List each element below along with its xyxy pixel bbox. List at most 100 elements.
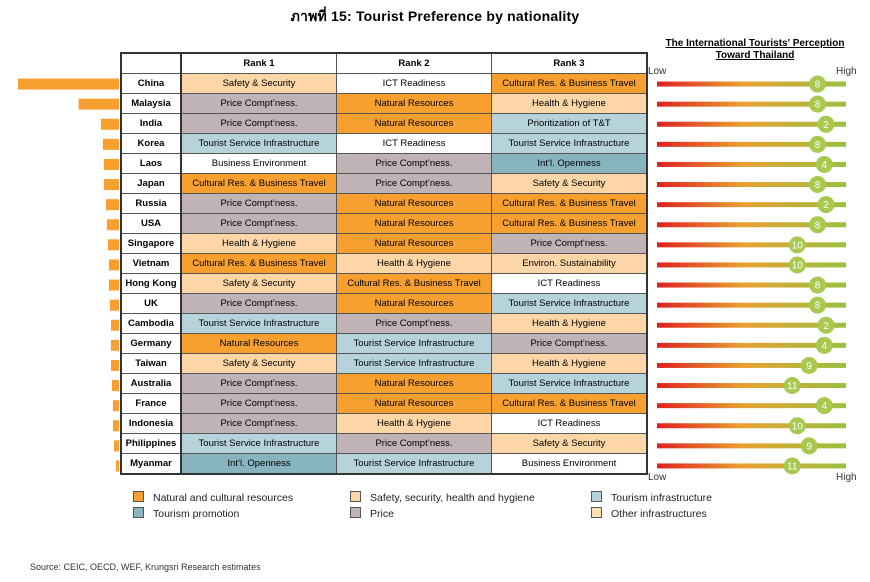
country-cell: Cambodia [120, 313, 182, 334]
perception-rank-label: 2 [823, 321, 829, 332]
country-cell: UK [120, 293, 182, 314]
perception-high-label-bottom: High [836, 472, 857, 483]
table-row: Myanmar Int’l. Openness Tourist Service In… [120, 453, 648, 475]
table-header-row: Rank 1 Rank 2 Rank 3 [120, 52, 648, 74]
perception-marker [800, 437, 818, 455]
legend-swatch [133, 491, 144, 502]
table-row: Hong Kong Safety & Security Cultural Res. … [120, 273, 648, 294]
legend-label: Tourism infrastructure [611, 492, 712, 504]
perception-marker [800, 356, 818, 374]
rank-3-cell: Cultural Res. & Business Travel [491, 213, 648, 234]
rank-2-cell: Price Compt’ness. [336, 433, 492, 454]
legend-label: Tourism promotion [153, 508, 240, 520]
rank-2-cell: Natural Resources [336, 233, 492, 254]
rank-2-cell: Natural Resources [336, 193, 492, 214]
table-row: India Price Compt’ness. Natural Resources P… [120, 113, 648, 134]
rank-2-cell: Price Compt’ness. [336, 313, 492, 334]
perception-marker [809, 95, 827, 113]
rank-3-cell: Int’l. Openness [491, 153, 648, 174]
perception-marker [815, 397, 833, 415]
table-row: Germany Natural Resources Tourist Service … [120, 333, 648, 354]
legend-item-infrastructure: Tourism infrastructure [591, 491, 712, 504]
perception-marker [809, 296, 827, 314]
perception-marker [815, 155, 833, 173]
header-rank-2: Rank 2 [336, 52, 492, 74]
rank-3-cell: Safety & Security [491, 173, 648, 194]
perception-marker [809, 135, 827, 153]
rank-3-cell: Safety & Security [491, 433, 648, 454]
rank-3-cell: Health & Hygiene [491, 93, 648, 114]
perception-line [657, 423, 846, 429]
rank-2-cell: Natural Resources [336, 393, 492, 414]
rank-1-cell: Price Compt’ness. [180, 93, 337, 114]
table-row: Indonesia Price Compt’ness. Health & Hygie… [120, 413, 648, 434]
rank-1-cell: Int’l. Openness [180, 453, 337, 475]
tourist-share-bar [102, 138, 119, 150]
perception-line [657, 463, 846, 469]
rank-1-cell: Tourist Service Infrastructure [180, 433, 337, 454]
tourist-share-bar [103, 179, 119, 191]
rank-2-cell: Health & Hygiene [336, 413, 492, 434]
perception-rank-label: 11 [787, 461, 798, 472]
perception-marker [809, 176, 827, 194]
tourist-share-bar [18, 78, 119, 90]
rank-1-cell: Natural Resources [180, 333, 337, 354]
tourist-share-bar [105, 199, 119, 211]
legend-swatch [591, 507, 602, 518]
country-cell: India [120, 113, 182, 134]
tourist-share-bar [112, 400, 119, 412]
rank-3-cell: Business Environment [491, 453, 648, 475]
country-cell: Philippines [120, 433, 182, 454]
perception-marker [788, 256, 806, 274]
perception-rank-label: 2 [823, 200, 829, 211]
tourist-share-bar [112, 420, 119, 432]
header-blank [120, 52, 182, 74]
rank-3-cell: Cultural Res. & Business Travel [491, 193, 648, 214]
perception-rank-label: 8 [815, 281, 821, 292]
tourist-share-bar [106, 219, 119, 231]
rank-3-cell: Health & Hygiene [491, 313, 648, 334]
rank-2-cell: Price Compt’ness. [336, 173, 492, 194]
perception-marker [783, 377, 801, 395]
perception-rank-label: 8 [815, 180, 821, 191]
table-row: Taiwan Safety & Security Tourist Service I… [120, 353, 648, 374]
rank-1-cell: Price Compt’ness. [180, 213, 337, 234]
rank-3-cell: Price Compt’ness. [491, 333, 648, 354]
perception-line [657, 322, 846, 328]
rank-1-cell: Safety & Security [180, 353, 337, 374]
perception-rank-label: 8 [815, 301, 821, 312]
country-cell: Malaysia [120, 93, 182, 114]
perception-rank-label: 8 [815, 80, 821, 91]
legend-swatch [350, 507, 361, 518]
perception-rank-label: 11 [787, 381, 798, 392]
rank-2-cell: Natural Resources [336, 113, 492, 134]
perception-line [657, 182, 846, 188]
tourist-share-bar [108, 279, 119, 291]
legend-label: Other infrastructures [611, 508, 707, 520]
tourist-share-bar [100, 118, 119, 130]
tourist-share-bar [107, 239, 119, 251]
country-cell: USA [120, 213, 182, 234]
rank-3-cell: Price Compt’ness. [491, 233, 648, 254]
rank-2-cell: Price Compt’ness. [336, 153, 492, 174]
perception-marker [817, 115, 835, 133]
chart-title: ภาพที่ 15: Tourist Preference by nationa… [290, 8, 580, 24]
perception-line [657, 443, 846, 449]
rank-2-cell: Natural Resources [336, 293, 492, 314]
preference-table: Rank 1 Rank 2 Rank 3 China Safety & Secur… [120, 52, 648, 475]
rank-1-cell: Cultural Res. & Business Travel [180, 253, 337, 274]
perception-rank-label: 10 [792, 240, 804, 251]
perception-line [657, 222, 846, 228]
rank-2-cell: Tourist Service Infrastructure [336, 333, 492, 354]
country-cell: France [120, 393, 182, 414]
table-row: UK Price Compt’ness. Natural Resources Tour… [120, 293, 648, 314]
rank-3-cell: Environ. Sustainability [491, 253, 648, 274]
perception-line [657, 202, 846, 208]
rank-1-cell: Health & Hygiene [180, 233, 337, 254]
table-row: China Safety & Security ICT Readiness Cultu… [120, 73, 648, 94]
country-cell: Japan [120, 173, 182, 194]
legend-item-natural: Natural and cultural resources [133, 491, 293, 504]
perception-line [657, 302, 846, 308]
perception-low-label-top: Low [648, 66, 667, 77]
